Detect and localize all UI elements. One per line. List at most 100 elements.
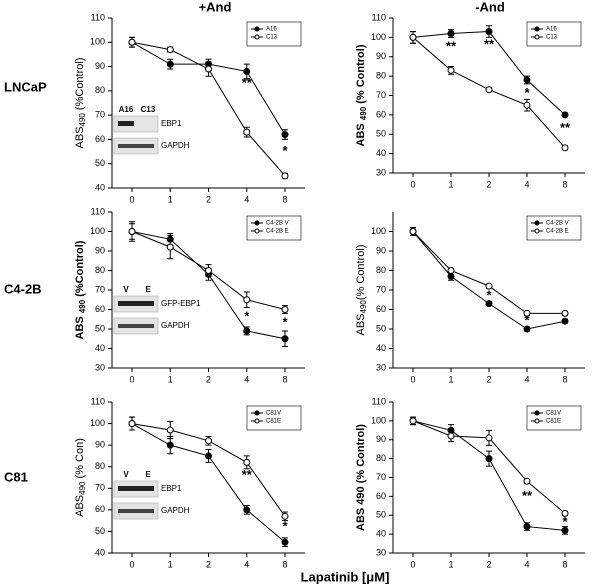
y-axis-label-part: ABS [74,313,86,339]
legend-box [526,21,582,47]
x-tick-label: 1 [448,559,453,569]
y-tick-label: 60 [376,491,386,501]
x-tick-label: 4 [244,559,249,569]
y-tick-label: 40 [376,148,386,158]
data-point [561,526,569,534]
data-point [409,417,417,425]
legend-label: C81V [266,411,281,417]
y-tick-label: 50 [95,158,105,168]
x-tick-label: 0 [410,374,415,384]
data-point [281,131,289,139]
data-point [243,506,251,514]
data-point [205,65,212,73]
y-tick-label: 80 [376,453,386,463]
y-tick-label: 80 [95,265,105,275]
annotation: * [282,519,288,534]
data-point [166,60,174,68]
legend-box [246,405,302,431]
data-point [243,327,251,335]
x-axis-label: Lapatinib [μM] [301,569,390,584]
legend-label: C4-2B V [546,221,569,227]
y-tick-label: 60 [95,134,105,144]
y-tick-label: 30 [95,362,105,372]
annotation: ** [242,75,253,90]
y-tick-label: 70 [95,110,105,120]
data-point [281,172,289,180]
x-tick-label: 2 [206,559,211,569]
data-point [561,317,569,325]
legend-label: C4-2B V [266,221,289,227]
blot-lane-label: E [145,470,151,479]
data-point [523,523,531,531]
y-tick-label: 70 [376,284,386,294]
legend-label: C81E [266,419,281,425]
annotation: * [486,287,492,302]
x-tick-label: 2 [206,194,211,204]
y-tick-label: 40 [95,343,105,353]
y-tick-label: 70 [95,483,105,493]
legend-label: C4-2B E [266,229,289,235]
data-point [523,309,531,317]
blot-band [118,324,154,328]
data-point [409,33,417,41]
legend-marker [254,410,260,416]
data-point [485,86,493,94]
legend-label: A16 [546,27,557,33]
column-title: +And [199,0,232,14]
y-tick-label: 110 [91,12,105,22]
x-tick-label: 0 [410,179,415,189]
data-point [128,228,136,235]
x-tick-label: 8 [562,179,567,189]
x-tick-label: 0 [129,374,134,384]
x-tick-label: 2 [486,374,491,384]
y-tick-label: 50 [376,129,386,139]
y-tick-label: 70 [376,90,386,100]
data-point [205,452,212,460]
y-tick-label: 70 [95,284,105,294]
legend-label: A16 [266,27,277,33]
annotation: * [562,514,568,529]
data-point [523,325,531,333]
x-tick-label: 8 [282,559,287,569]
legend-marker [254,228,260,234]
data-point [281,512,289,520]
data-point [281,306,289,313]
legend-marker [534,410,540,416]
y-axis-label: ABS 490 (% Control) [355,424,367,531]
y-tick-label: 90 [95,61,105,71]
legend-marker [254,26,260,32]
data-point [205,437,212,445]
y-tick-label: 50 [376,323,386,333]
data-point [485,28,493,36]
x-tick-label: 8 [562,374,567,384]
y-axis-label-part: ABS [355,120,367,146]
data-point [523,101,531,109]
legend-box [246,21,302,47]
y-axis-label: ABS490 (% Con) [74,438,87,517]
y-tick-label: 80 [376,71,386,81]
x-tick-label: 4 [524,179,529,189]
blot-band [118,301,154,306]
y-axis-label-part: 490 [78,113,87,127]
legend-box [246,215,302,241]
x-tick-label: 0 [410,559,415,569]
blot-band-label: EBP1 [161,484,182,493]
data-point [128,420,136,428]
y-tick-label: 40 [376,343,386,353]
x-tick-label: 0 [129,194,134,204]
row-label: C81 [4,469,28,484]
y-tick-label: 50 [376,510,386,520]
y-tick-label: 60 [376,304,386,314]
blot-lane-label: V [123,470,129,479]
legend-marker [254,34,260,40]
data-point [447,272,455,280]
data-point [485,434,493,442]
row-label: LNCaP [4,79,47,94]
legend-label: C81V [546,411,561,417]
y-tick-label: 90 [95,245,105,255]
column-title: -And [475,0,505,14]
annotation: ** [560,120,571,135]
annotation: * [524,313,530,328]
blot-band [118,486,154,491]
